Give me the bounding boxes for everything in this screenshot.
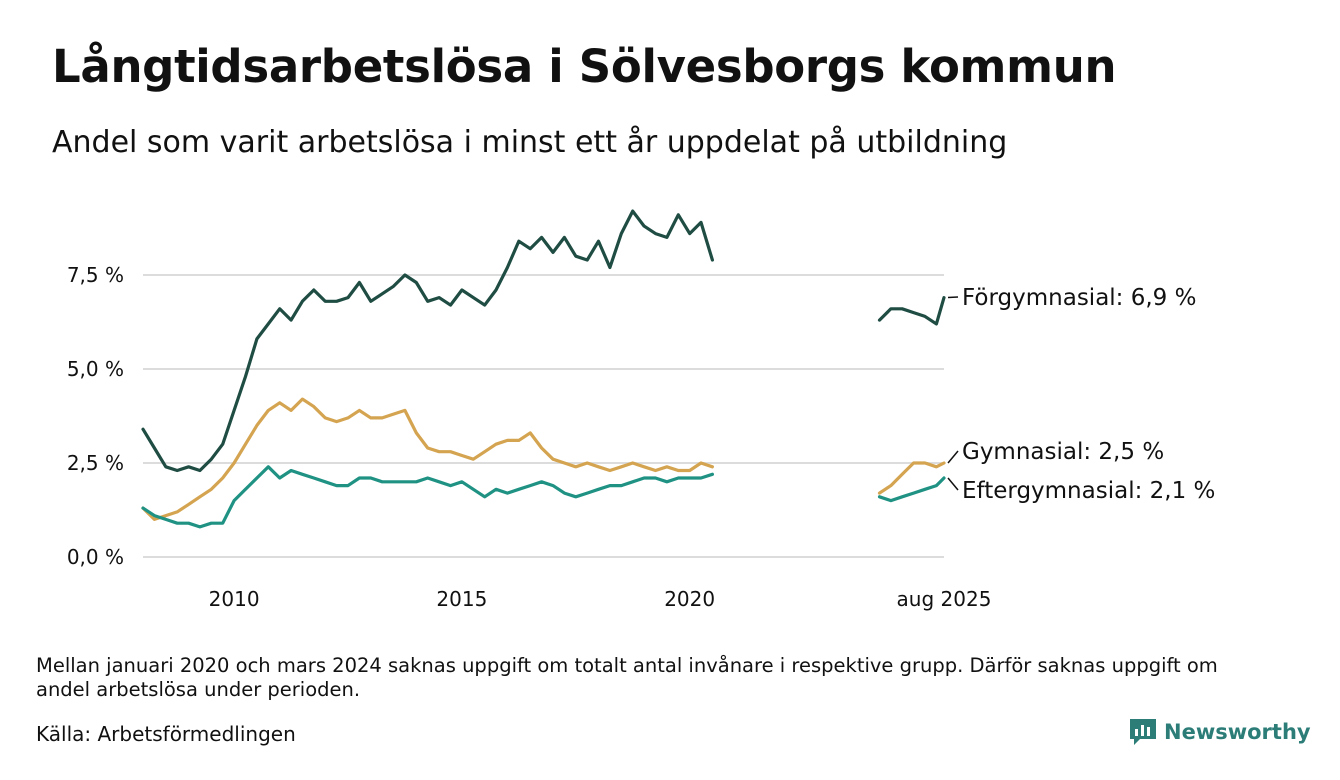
series-line-förgymnasial: [877, 296, 946, 326]
x-tick-label: aug 2025: [897, 587, 992, 611]
y-tick-label: 7,5 %: [67, 263, 124, 287]
end-label-förgymnasial: Förgymnasial: 6,9 %: [962, 285, 1196, 311]
chart-title: Långtidsarbetslösa i Sölvesborgs kommun: [52, 40, 1117, 93]
series-line-eftergymnasial: [877, 476, 946, 503]
x-tick-label: 2020: [664, 587, 715, 611]
y-tick-label: 2,5 %: [67, 451, 124, 475]
brand-name: Newsworthy: [1164, 720, 1311, 744]
x-tick-label: 2015: [436, 587, 487, 611]
y-tick-label: 0,0 %: [67, 545, 124, 569]
series-line-eftergymnasial: [141, 465, 714, 529]
end-label-gymnasial: Gymnasial: 2,5 %: [962, 439, 1164, 465]
line-chart: 0,0 % 2,5 % 5,0 % 7,5 % 2010 2015 2020 aug 2025…: [67, 209, 1215, 611]
end-label-leader: [947, 450, 959, 464]
x-tick-label: 2010: [209, 587, 260, 611]
series-line-förgymnasial: [141, 209, 714, 473]
newsworthy-logo[interactable]: Newsworthy: [1128, 716, 1311, 748]
end-label-eftergymnasial: Eftergymnasial: 2,1 %: [962, 478, 1215, 504]
source-note: Källa: Arbetsförmedlingen: [36, 722, 296, 746]
footnote: Mellan januari 2020 och mars 2024 saknas…: [36, 654, 1218, 701]
series-line-gymnasial: [877, 461, 946, 495]
bar-chart-speech-bubble-icon: [1130, 719, 1156, 745]
chart-subtitle: Andel som varit arbetslösa i minst ett å…: [52, 125, 1008, 160]
series-line-gymnasial: [141, 397, 714, 521]
end-label-leader: [947, 477, 959, 491]
end-label-leader: [947, 296, 959, 299]
y-tick-label: 5,0 %: [67, 357, 124, 381]
